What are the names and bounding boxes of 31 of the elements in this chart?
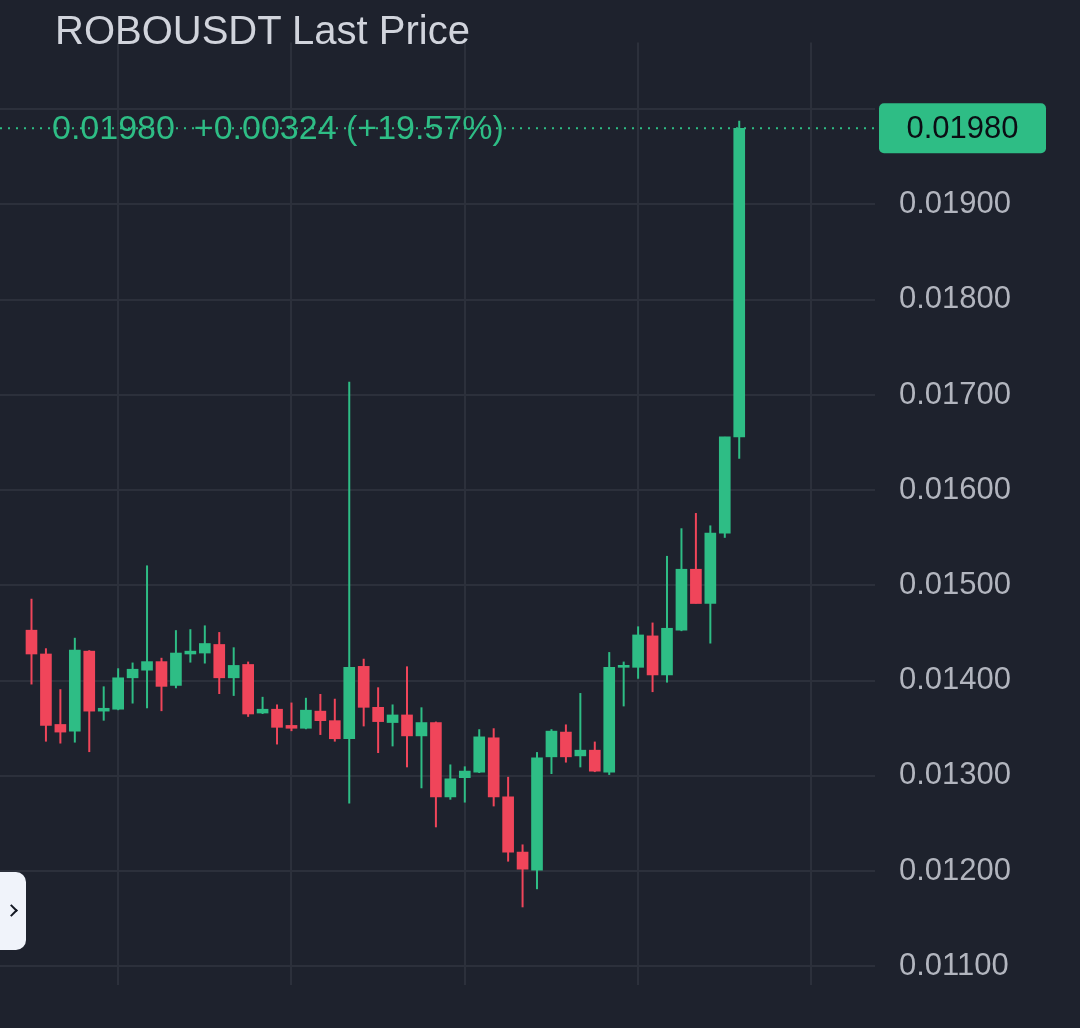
y-tick-label: 0.01700: [899, 375, 1012, 411]
ref-line-label: 0.01980: [906, 109, 1019, 145]
candlestick: [617, 660, 630, 708]
candlestick: [300, 696, 312, 731]
candlestick: [271, 703, 283, 746]
y-tick-label: 0.01600: [899, 470, 1012, 506]
candlestick: [227, 646, 240, 697]
y-tick-label: 0.01400: [899, 661, 1012, 697]
y-tick-label: 0.01500: [899, 565, 1012, 601]
candlestick: [516, 843, 529, 909]
candlestick: [54, 688, 67, 745]
candlestick: [328, 697, 341, 743]
candlestick: [285, 701, 298, 733]
candlestick: [444, 763, 457, 801]
y-tick-label: 0.01300: [899, 756, 1012, 792]
candlestick: [198, 624, 211, 665]
candlestick: [372, 686, 384, 755]
candlestick: [141, 564, 153, 710]
candlestick: [386, 703, 399, 748]
y-tick-label: 0.01200: [899, 851, 1012, 887]
candlestick: [415, 706, 428, 790]
y-tick-label: 0.01100: [899, 946, 1009, 982]
y-tick-label: 0.01900: [899, 185, 1012, 221]
y-tick-label: 0.01800: [899, 280, 1012, 316]
candlestick: [458, 765, 471, 804]
candlestick: [588, 740, 601, 774]
candlestick: [401, 665, 413, 769]
annotation: 0.01980 +0.00324 (+19.57%): [52, 107, 504, 146]
candlestick: [126, 661, 139, 705]
candlestick: [314, 692, 327, 736]
chart-title: ROBOUSDT Last Price: [55, 8, 470, 53]
